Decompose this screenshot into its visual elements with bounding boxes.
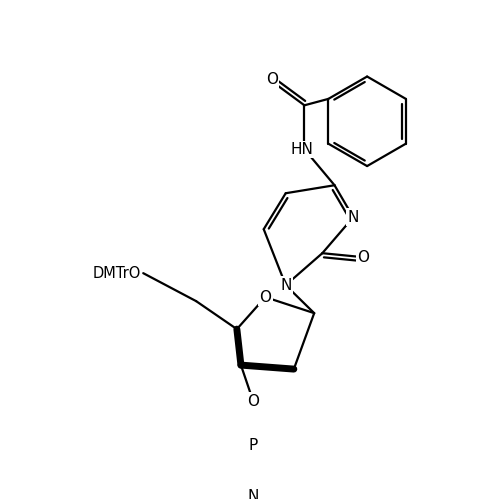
Text: O: O — [259, 289, 271, 305]
Text: O: O — [357, 250, 369, 264]
Text: HN: HN — [291, 142, 314, 157]
Text: N: N — [347, 210, 359, 225]
Text: O: O — [247, 394, 259, 409]
Text: N: N — [280, 277, 292, 292]
Text: O: O — [266, 72, 278, 87]
Text: P: P — [248, 438, 258, 453]
Text: N: N — [247, 490, 259, 499]
Text: DMTrO: DMTrO — [93, 265, 141, 280]
